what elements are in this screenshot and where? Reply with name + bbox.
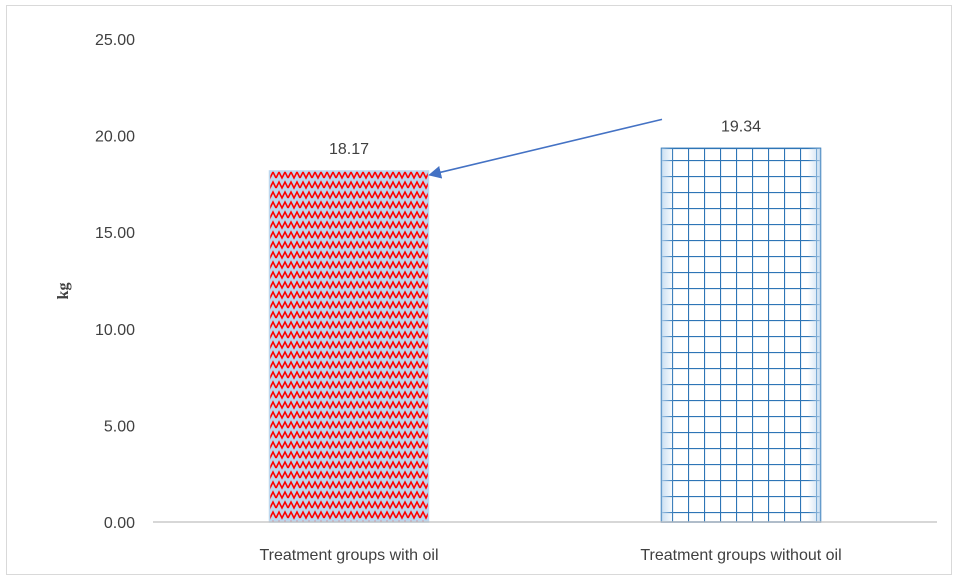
y-tick-label: 25.00 bbox=[95, 32, 135, 49]
y-tick-label: 20.00 bbox=[95, 129, 135, 146]
data-label: 18.17 bbox=[329, 141, 369, 158]
bar-edge-shade bbox=[661, 148, 821, 522]
data-label: 19.34 bbox=[721, 118, 761, 135]
y-tick-label: 0.00 bbox=[104, 515, 135, 532]
x-category-label: Treatment groups with oil bbox=[259, 547, 438, 564]
y-tick-label: 5.00 bbox=[104, 418, 135, 435]
data-labels: 18.17 19.34 bbox=[329, 118, 761, 158]
y-axis-title: kg bbox=[55, 283, 72, 300]
x-axis-category-labels: Treatment groups with oil Treatment group… bbox=[259, 547, 841, 564]
bars bbox=[268, 147, 822, 523]
bar bbox=[268, 170, 430, 523]
x-category-label: Treatment groups without oil bbox=[640, 547, 841, 564]
y-tick-label: 10.00 bbox=[95, 322, 135, 339]
annotation-arrow bbox=[428, 118, 663, 179]
y-tick-label: 15.00 bbox=[95, 225, 135, 242]
y-axis-tick-labels: 0.00 5.00 10.00 15.00 20.00 25.00 bbox=[95, 32, 135, 532]
